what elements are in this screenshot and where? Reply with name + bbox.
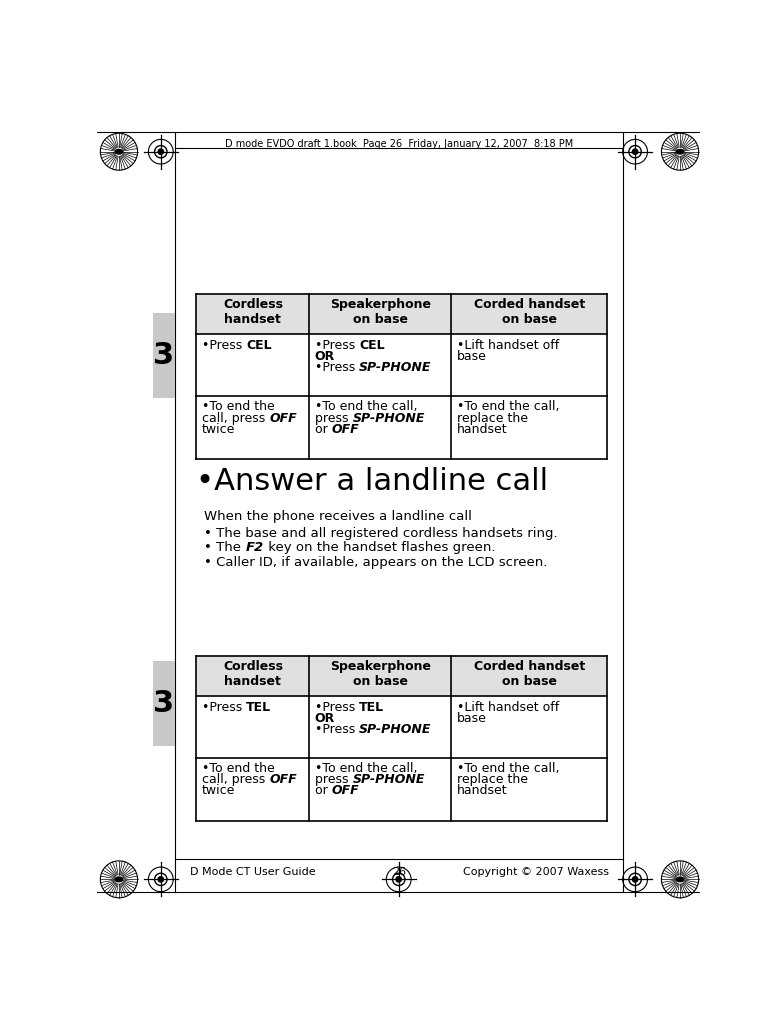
Text: •Press: •Press xyxy=(202,339,246,352)
Bar xyxy=(197,294,607,335)
Circle shape xyxy=(158,877,163,882)
Text: D Mode CT User Guide: D Mode CT User Guide xyxy=(191,867,316,877)
Text: •Lift handset off: •Lift handset off xyxy=(457,339,559,352)
Text: •To end the: •To end the xyxy=(202,401,275,414)
Text: press: press xyxy=(315,412,352,425)
Text: OFF: OFF xyxy=(269,412,296,425)
Text: •Answer a landline call: •Answer a landline call xyxy=(197,467,548,497)
Text: OFF: OFF xyxy=(331,423,359,436)
Text: • The base and all registered cordless handsets ring.: • The base and all registered cordless h… xyxy=(204,526,558,539)
Text: 26: 26 xyxy=(391,867,406,877)
Circle shape xyxy=(633,877,638,882)
Text: SP-PHONE: SP-PHONE xyxy=(359,361,432,374)
Text: •To end the call,: •To end the call, xyxy=(315,763,417,776)
Text: TEL: TEL xyxy=(246,701,272,714)
Text: •Press: •Press xyxy=(315,361,359,374)
Text: CEL: CEL xyxy=(359,339,384,352)
Text: twice: twice xyxy=(202,785,235,797)
Ellipse shape xyxy=(676,149,684,154)
Bar xyxy=(197,656,607,696)
Bar xyxy=(153,313,175,399)
Ellipse shape xyxy=(676,877,684,881)
Text: CEL: CEL xyxy=(246,339,272,352)
Text: OFF: OFF xyxy=(269,774,296,787)
Text: Corded handset
on base: Corded handset on base xyxy=(474,298,585,327)
Text: Speakerphone
on base: Speakerphone on base xyxy=(330,298,431,327)
Text: TEL: TEL xyxy=(359,701,384,714)
Text: 3: 3 xyxy=(153,342,174,370)
Text: key on the handset flashes green.: key on the handset flashes green. xyxy=(264,541,496,555)
Text: Copyright © 2007 Waxess: Copyright © 2007 Waxess xyxy=(463,867,608,877)
Text: OFF: OFF xyxy=(331,785,359,797)
Text: •Lift handset off: •Lift handset off xyxy=(457,701,559,714)
Text: replace the: replace the xyxy=(457,412,527,425)
Text: • The: • The xyxy=(204,541,245,555)
Circle shape xyxy=(158,149,163,154)
Text: or: or xyxy=(315,785,331,797)
Text: replace the: replace the xyxy=(457,774,527,787)
Text: Speakerphone
on base: Speakerphone on base xyxy=(330,660,431,687)
Text: Corded handset
on base: Corded handset on base xyxy=(474,660,585,687)
Text: handset: handset xyxy=(457,785,507,797)
Text: call, press: call, press xyxy=(202,774,269,787)
Text: 3: 3 xyxy=(153,690,174,718)
Text: •Press: •Press xyxy=(315,723,359,736)
Text: call, press: call, press xyxy=(202,412,269,425)
Text: •To end the call,: •To end the call, xyxy=(457,763,559,776)
Circle shape xyxy=(633,149,638,154)
Text: SP-PHONE: SP-PHONE xyxy=(352,412,425,425)
Text: OR: OR xyxy=(315,350,335,363)
Text: •Press: •Press xyxy=(315,339,359,352)
Text: base: base xyxy=(457,712,486,725)
Text: SP-PHONE: SP-PHONE xyxy=(352,774,425,787)
Text: D mode EVDO draft 1.book  Page 26  Friday, January 12, 2007  8:18 PM: D mode EVDO draft 1.book Page 26 Friday,… xyxy=(225,139,573,149)
Bar xyxy=(153,661,175,746)
Circle shape xyxy=(396,877,401,882)
Text: Cordless
handset: Cordless handset xyxy=(223,298,283,327)
Text: • Caller ID, if available, appears on the LCD screen.: • Caller ID, if available, appears on th… xyxy=(204,556,548,569)
Text: •To end the call,: •To end the call, xyxy=(457,401,559,414)
Text: •To end the: •To end the xyxy=(202,763,275,776)
Text: SP-PHONE: SP-PHONE xyxy=(359,723,432,736)
Text: •To end the call,: •To end the call, xyxy=(315,401,417,414)
Ellipse shape xyxy=(115,877,123,881)
Ellipse shape xyxy=(115,149,123,154)
Text: F2: F2 xyxy=(245,541,264,555)
Text: Cordless
handset: Cordless handset xyxy=(223,660,283,687)
Text: press: press xyxy=(315,774,352,787)
Text: base: base xyxy=(457,350,486,363)
Text: handset: handset xyxy=(457,423,507,436)
Text: or: or xyxy=(315,423,331,436)
Text: •Press: •Press xyxy=(202,701,246,714)
Text: OR: OR xyxy=(315,712,335,725)
Text: When the phone receives a landline call: When the phone receives a landline call xyxy=(204,510,472,523)
Text: •Press: •Press xyxy=(315,701,359,714)
Text: twice: twice xyxy=(202,423,235,436)
